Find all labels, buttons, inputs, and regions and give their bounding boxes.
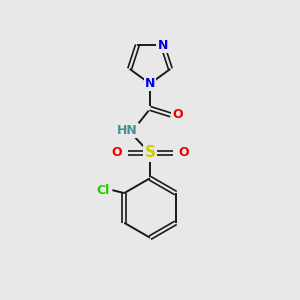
- Text: O: O: [111, 146, 122, 160]
- Text: S: S: [145, 146, 155, 160]
- Text: HN: HN: [117, 124, 138, 137]
- Text: N: N: [158, 38, 168, 52]
- Text: Cl: Cl: [96, 184, 109, 196]
- Text: O: O: [178, 146, 189, 160]
- Text: O: O: [172, 108, 183, 122]
- Text: N: N: [145, 77, 155, 90]
